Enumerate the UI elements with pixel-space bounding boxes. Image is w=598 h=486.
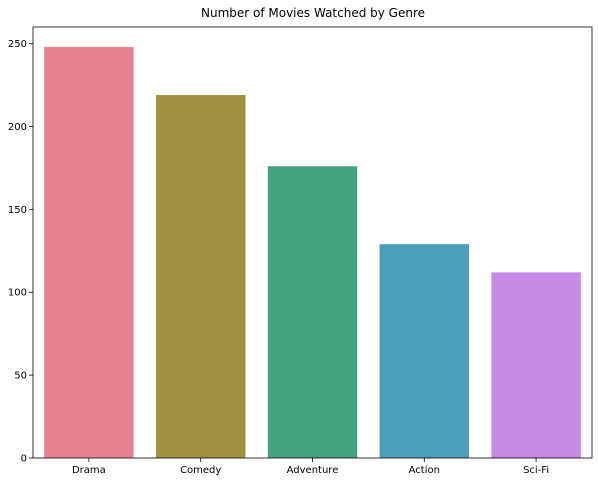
bar-comedy: [155, 94, 246, 458]
x-tick-label: Comedy: [180, 465, 221, 476]
y-tick-label: 250: [8, 39, 27, 50]
bars-layer: [44, 46, 581, 458]
x-tick-label: Adventure: [287, 465, 339, 476]
plot-frame: [32, 26, 593, 459]
bar-adventure: [267, 166, 358, 458]
axes-layer: Drama Comedy Adventure Action Sci-Fi 0 50 100 15…: [8, 26, 593, 476]
y-tick-label: 200: [8, 122, 27, 133]
x-tick-label: Action: [409, 465, 440, 476]
y-tick-label: 150: [8, 205, 27, 216]
bar-sci-fi: [491, 272, 581, 458]
x-tick-label: Sci-Fi: [523, 465, 549, 476]
y-tick-label: 100: [8, 288, 27, 299]
bar-action: [379, 244, 470, 458]
chart-title: Number of Movies Watched by Genre: [201, 6, 425, 20]
y-tick-label: 50: [14, 371, 27, 382]
x-tick-label: Drama: [72, 465, 106, 476]
y-tick-label: 0: [21, 454, 27, 465]
bar-drama: [44, 46, 134, 458]
